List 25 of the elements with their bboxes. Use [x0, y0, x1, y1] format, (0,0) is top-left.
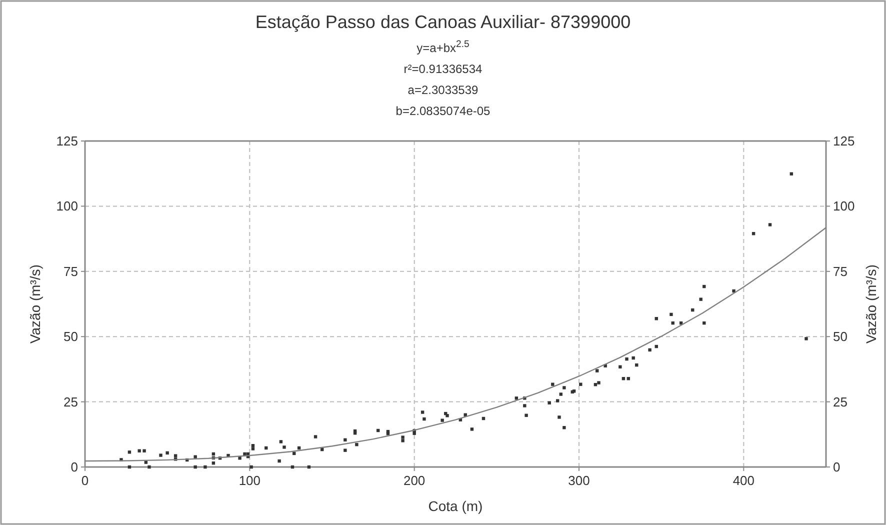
x-tick-label: 100 — [238, 473, 261, 488]
text: r²=0.91336534 — [404, 62, 483, 76]
y-tick-label: 75 — [64, 264, 78, 279]
y-tick-label: 0 — [70, 460, 78, 474]
y2-tick-label: 100 — [833, 198, 855, 214]
y2-axis-title: Vazão (m³/s) — [863, 264, 879, 344]
y2-tick-label: 25 — [833, 394, 848, 410]
x-tick-label: 400 — [732, 473, 755, 488]
y2-tick-label: 50 — [833, 329, 848, 344]
y2-tick-label: 75 — [833, 264, 848, 279]
x-tick-label: 200 — [403, 473, 426, 488]
x-tick-label: 0 — [81, 473, 89, 488]
x-tick-label: 300 — [568, 473, 590, 488]
x-axis-title: Cota (m) — [428, 498, 483, 514]
text: b=2.0835074e-05 — [396, 104, 491, 118]
y2-tick-label: 125 — [833, 134, 855, 148]
y-tick-label: 25 — [64, 394, 78, 410]
y-tick-label: 125 — [56, 134, 78, 148]
text: a=2.3033539 — [408, 83, 479, 97]
y2-tick-label: 0 — [833, 460, 840, 474]
y-axis-title: Vazão (m³/s) — [27, 264, 43, 344]
text: y=a+bx$^{2.5}$ — [416, 38, 470, 55]
y-tick-label: 50 — [64, 329, 78, 344]
y-tick-label: 100 — [56, 198, 78, 214]
chart-title: Estação Passo das Canoas Auxiliar- 87399000 — [255, 12, 631, 32]
